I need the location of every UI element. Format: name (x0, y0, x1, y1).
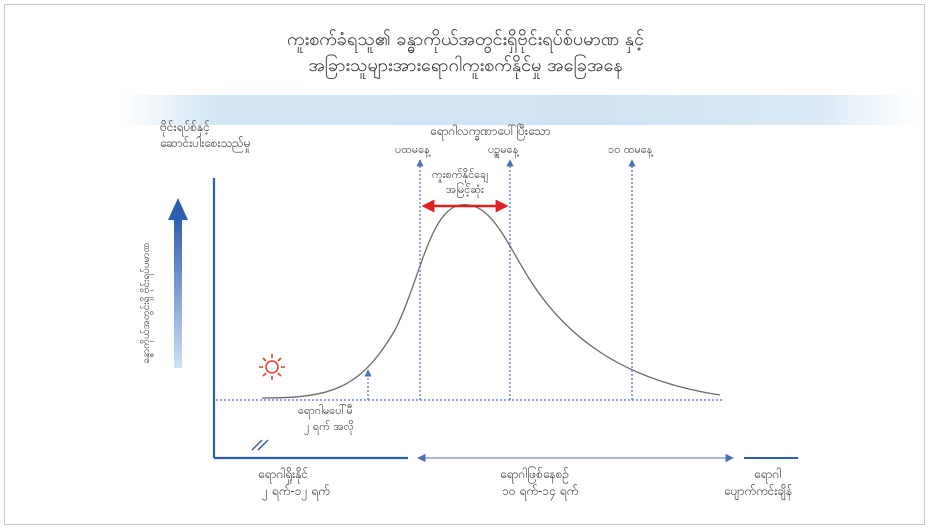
y-vertical-label: ခန္ဓာကိုယ်အတွင်းရှိ ဗိုင်းရပ်ပမာဏ (141, 242, 152, 364)
sickness-label-1: ရောဂါဖြစ်နေစဉ် (500, 467, 570, 481)
viral-load-curve (261, 204, 721, 399)
pre-symptom-label-2: ၂ ရက် အလို (304, 420, 354, 433)
incubation-label-2: ၂ ရက်-၁၂ ရက် (262, 484, 330, 498)
pre-symptom-label-1: ရောဂါမပေါ်မီ (298, 404, 353, 417)
symptom-period-label: ရောဂါလက္ခဏာပေါ်ပြီးသော (430, 124, 551, 138)
diagram-frame (4, 4, 925, 525)
viral-load-arrow-icon (168, 198, 188, 368)
recovery-label-2: ပျောက်ကင်းချိန် (724, 484, 793, 498)
day5-label: ပဉ္စမနေ့ (488, 143, 519, 156)
day1-label: ပထမနေ့ (395, 143, 430, 156)
virus-icon (259, 354, 285, 380)
y-axis-title-1: ဗိုင်းရပ်စ်နှင့် (160, 120, 210, 134)
sickness-label-2: ၁၀ ရက်-၁၄ ရက် (502, 484, 579, 498)
incubation-label-1: ရောဂါရှိုးနိုင် (258, 467, 309, 481)
title-line-1: ကူးစက်ခံရသူ၏ ခန္ဓာကိုယ်အတွင်းရှိဗိုင်းရပ… (286, 29, 645, 50)
recovery-label-1: ရောဂါ (754, 467, 782, 481)
peak-label-1: ကူးစက်နိုင်ချေ (432, 168, 488, 181)
peak-label-2: အမြင့်ဆုံး (446, 183, 484, 196)
day10-label: ၁၀ ထမနေ့ (608, 143, 653, 156)
title-line-2: အခြားသူများအားရောဂါကူးစက်နိုင်မှု အခြေအန… (308, 55, 623, 76)
y-axis-title-2: ဆောင်းပါးစေးသည်မှု (160, 136, 251, 150)
header-band (118, 95, 918, 125)
axis-break-icon (251, 439, 269, 451)
